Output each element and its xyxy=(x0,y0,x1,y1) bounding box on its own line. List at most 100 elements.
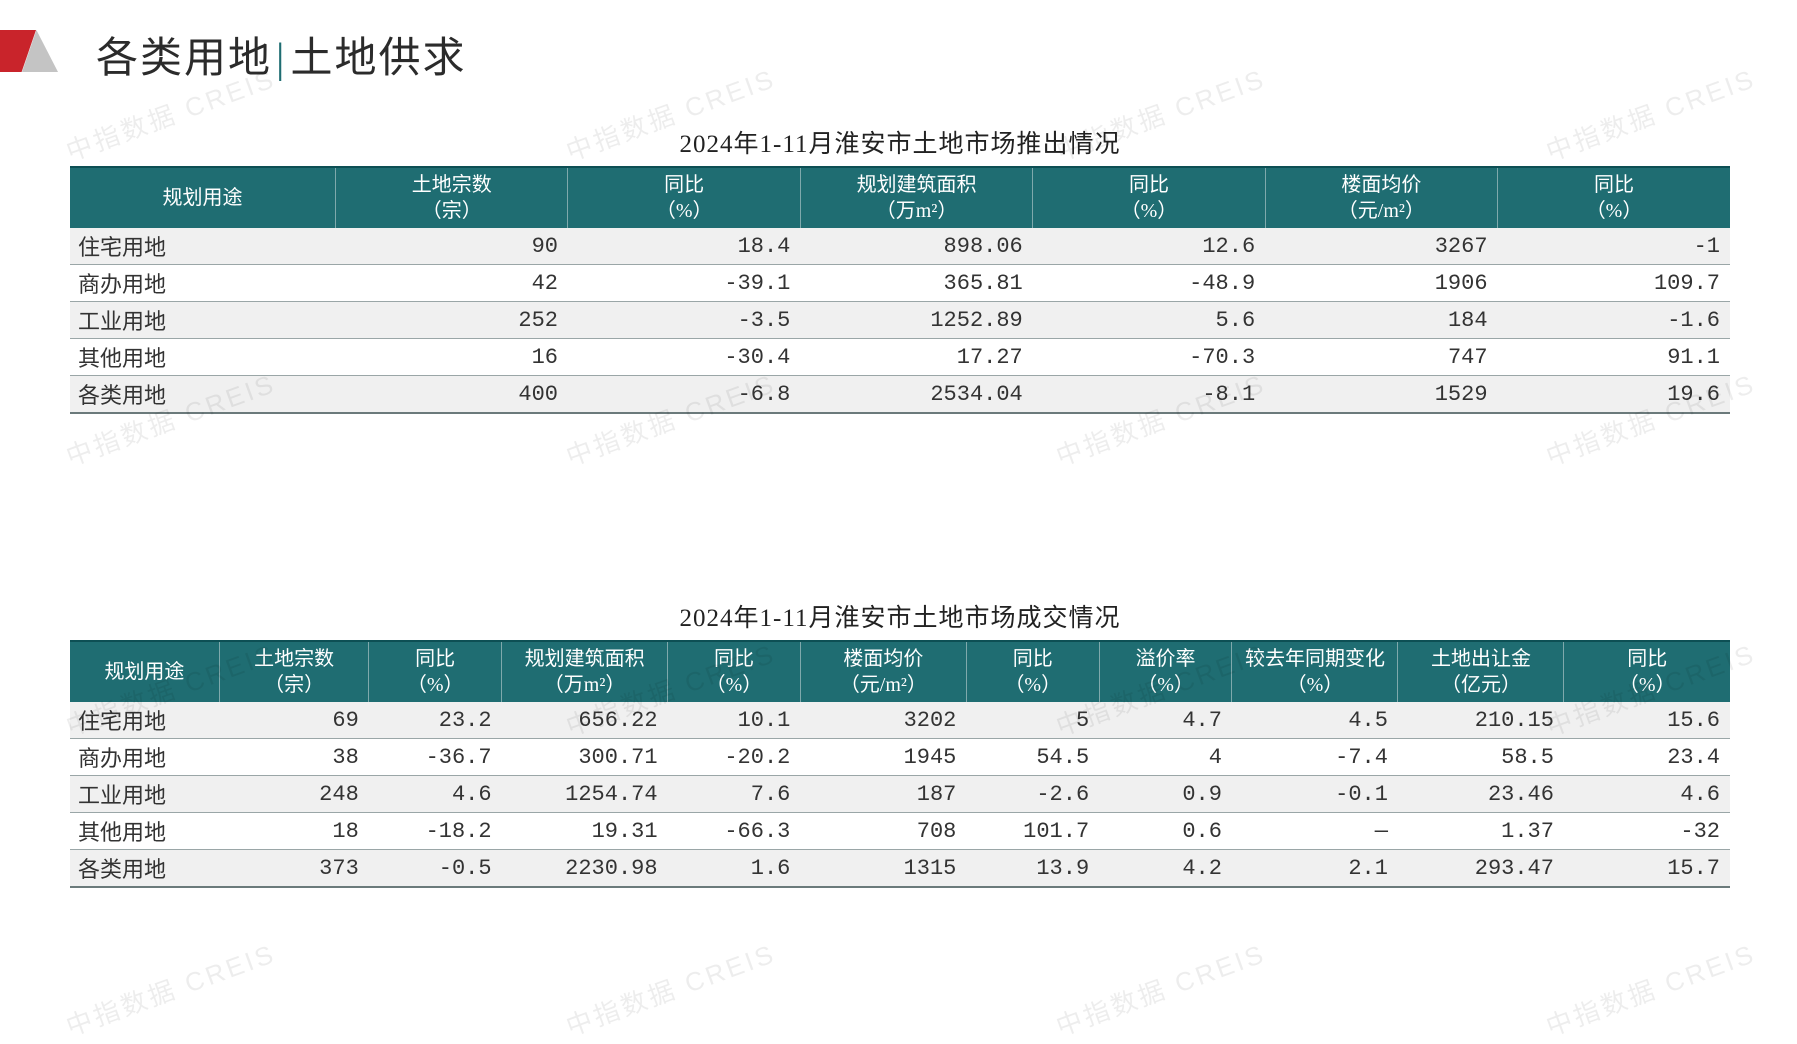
cell-value: 3267 xyxy=(1265,228,1497,265)
column-header: 溢价率（%） xyxy=(1099,641,1232,702)
column-header: 土地宗数（宗） xyxy=(219,641,368,702)
cell-value: 4.6 xyxy=(1564,776,1730,813)
cell-value: 15.7 xyxy=(1564,850,1730,888)
cell-value: 15.6 xyxy=(1564,702,1730,739)
cell-value: 54.5 xyxy=(966,739,1099,776)
row-label: 其他用地 xyxy=(70,339,336,376)
cell-value: -6.8 xyxy=(568,376,800,414)
cell-value: 17.27 xyxy=(800,339,1032,376)
column-header: 同比（%） xyxy=(369,641,502,702)
column-header: 规划用途 xyxy=(70,167,336,228)
watermark: 中指数据 CREIS xyxy=(560,933,780,1043)
table-row: 其他用地16-30.417.27-70.374791.1 xyxy=(70,339,1730,376)
column-header: 同比（%） xyxy=(568,167,800,228)
cell-value: 90 xyxy=(336,228,568,265)
column-header: 土地出让金（亿元） xyxy=(1398,641,1564,702)
cell-value: 13.9 xyxy=(966,850,1099,888)
table-row: 工业用地252-3.51252.895.6184-1.6 xyxy=(70,302,1730,339)
cell-value: 300.71 xyxy=(502,739,668,776)
cell-value: 1252.89 xyxy=(800,302,1032,339)
cell-value: 7.6 xyxy=(668,776,801,813)
cell-value: -1.6 xyxy=(1498,302,1730,339)
cell-value: 747 xyxy=(1265,339,1497,376)
row-label: 住宅用地 xyxy=(70,702,219,739)
column-header: 同比（%） xyxy=(1033,167,1265,228)
cell-value: -18.2 xyxy=(369,813,502,850)
cell-value: 91.1 xyxy=(1498,339,1730,376)
cell-value: 4.2 xyxy=(1099,850,1232,888)
column-header: 土地宗数（宗） xyxy=(336,167,568,228)
cell-value: 4.5 xyxy=(1232,702,1398,739)
cell-value: -2.6 xyxy=(966,776,1099,813)
cell-value: 23.4 xyxy=(1564,739,1730,776)
cell-value: 42 xyxy=(336,265,568,302)
table-row: 各类用地373-0.52230.981.6131513.94.22.1293.4… xyxy=(70,850,1730,888)
watermark: 中指数据 CREIS xyxy=(60,933,280,1043)
row-label: 商办用地 xyxy=(70,265,336,302)
column-header: 楼面均价（元/m²） xyxy=(1265,167,1497,228)
table2: 规划用途土地宗数（宗）同比（%）规划建筑面积（万m²）同比（%）楼面均价（元/m… xyxy=(70,640,1730,888)
cell-value: -70.3 xyxy=(1033,339,1265,376)
row-label: 各类用地 xyxy=(70,850,219,888)
row-label: 工业用地 xyxy=(70,776,219,813)
cell-value: -36.7 xyxy=(369,739,502,776)
cell-value: 187 xyxy=(800,776,966,813)
row-label: 住宅用地 xyxy=(70,228,336,265)
table-row: 住宅用地6923.2656.2210.1320254.74.5210.1515.… xyxy=(70,702,1730,739)
cell-value: 4.6 xyxy=(369,776,502,813)
column-header: 楼面均价（元/m²） xyxy=(800,641,966,702)
cell-value: -0.1 xyxy=(1232,776,1398,813)
cell-value: 248 xyxy=(219,776,368,813)
content-area: 2024年1-11月淮安市土地市场推出情况 规划用途土地宗数（宗）同比（%）规划… xyxy=(70,110,1730,888)
table-row: 住宅用地9018.4898.0612.63267-1 xyxy=(70,228,1730,265)
cell-value: -66.3 xyxy=(668,813,801,850)
cell-value: 109.7 xyxy=(1498,265,1730,302)
table-row: 各类用地400-6.82534.04-8.1152919.6 xyxy=(70,376,1730,414)
cell-value: 1906 xyxy=(1265,265,1497,302)
spacer xyxy=(70,414,1730,584)
cell-value: 365.81 xyxy=(800,265,1032,302)
cell-value: 898.06 xyxy=(800,228,1032,265)
cell-value: 1254.74 xyxy=(502,776,668,813)
cell-value: 10.1 xyxy=(668,702,801,739)
cell-value: 19.6 xyxy=(1498,376,1730,414)
cell-value: 708 xyxy=(800,813,966,850)
cell-value: 23.2 xyxy=(369,702,502,739)
column-header: 较去年同期变化（%） xyxy=(1232,641,1398,702)
column-header: 同比（%） xyxy=(966,641,1099,702)
title-right: 土地供求 xyxy=(290,36,466,82)
cell-value: 2230.98 xyxy=(502,850,668,888)
cell-value: 0.6 xyxy=(1099,813,1232,850)
cell-value: -30.4 xyxy=(568,339,800,376)
table-row: 商办用地42-39.1365.81-48.91906109.7 xyxy=(70,265,1730,302)
title-left: 各类用地 xyxy=(96,36,272,82)
cell-value: 400 xyxy=(336,376,568,414)
page-title: 各类用地|土地供求 xyxy=(96,24,466,85)
title-separator: | xyxy=(276,36,286,82)
column-header: 规划建筑面积（万m²） xyxy=(800,167,1032,228)
cell-value: 12.6 xyxy=(1033,228,1265,265)
row-label: 工业用地 xyxy=(70,302,336,339)
cell-value: 293.47 xyxy=(1398,850,1564,888)
cell-value: -7.4 xyxy=(1232,739,1398,776)
cell-value: 184 xyxy=(1265,302,1497,339)
cell-value: — xyxy=(1232,813,1398,850)
cell-value: 210.15 xyxy=(1398,702,1564,739)
table1-title: 2024年1-11月淮安市土地市场推出情况 xyxy=(70,124,1730,160)
cell-value: 252 xyxy=(336,302,568,339)
logo xyxy=(0,30,58,72)
cell-value: 1315 xyxy=(800,850,966,888)
column-header: 同比（%） xyxy=(1498,167,1730,228)
cell-value: 18.4 xyxy=(568,228,800,265)
row-label: 其他用地 xyxy=(70,813,219,850)
cell-value: 19.31 xyxy=(502,813,668,850)
cell-value: 101.7 xyxy=(966,813,1099,850)
table-row: 工业用地2484.61254.747.6187-2.60.9-0.123.464… xyxy=(70,776,1730,813)
cell-value: -8.1 xyxy=(1033,376,1265,414)
column-header: 规划建筑面积（万m²） xyxy=(502,641,668,702)
column-header: 同比（%） xyxy=(668,641,801,702)
cell-value: 69 xyxy=(219,702,368,739)
cell-value: 1529 xyxy=(1265,376,1497,414)
table2-title: 2024年1-11月淮安市土地市场成交情况 xyxy=(70,598,1730,634)
cell-value: 373 xyxy=(219,850,368,888)
